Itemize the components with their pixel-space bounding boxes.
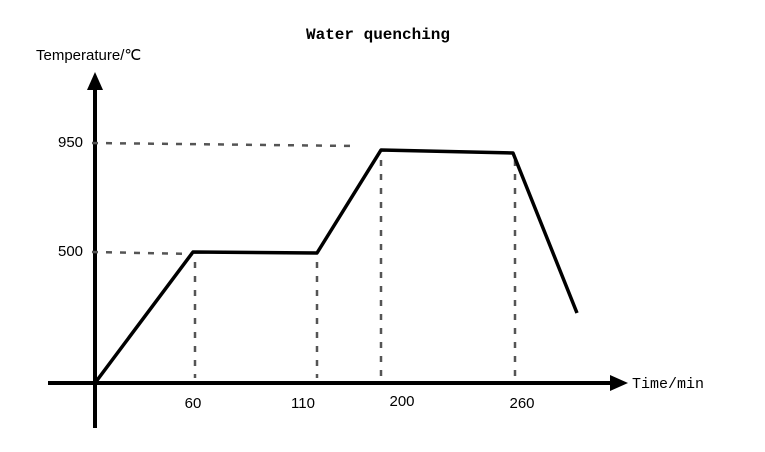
y-axis-label: Temperature/℃: [36, 47, 141, 64]
y-label: 500: [58, 243, 83, 260]
x-label: 200: [389, 393, 414, 410]
x-label: 260: [509, 395, 534, 412]
x-label: 60: [185, 395, 202, 412]
x-arrow: [610, 375, 628, 391]
y-label: 950: [58, 134, 83, 151]
guide: [91, 141, 357, 148]
x-label: 110: [291, 395, 315, 412]
title: Water quenching: [306, 26, 450, 44]
y-arrow: [87, 72, 103, 90]
temperature-profile: [93, 148, 579, 385]
guide: [91, 250, 194, 256]
x-axis-label: Time/min: [632, 376, 704, 393]
